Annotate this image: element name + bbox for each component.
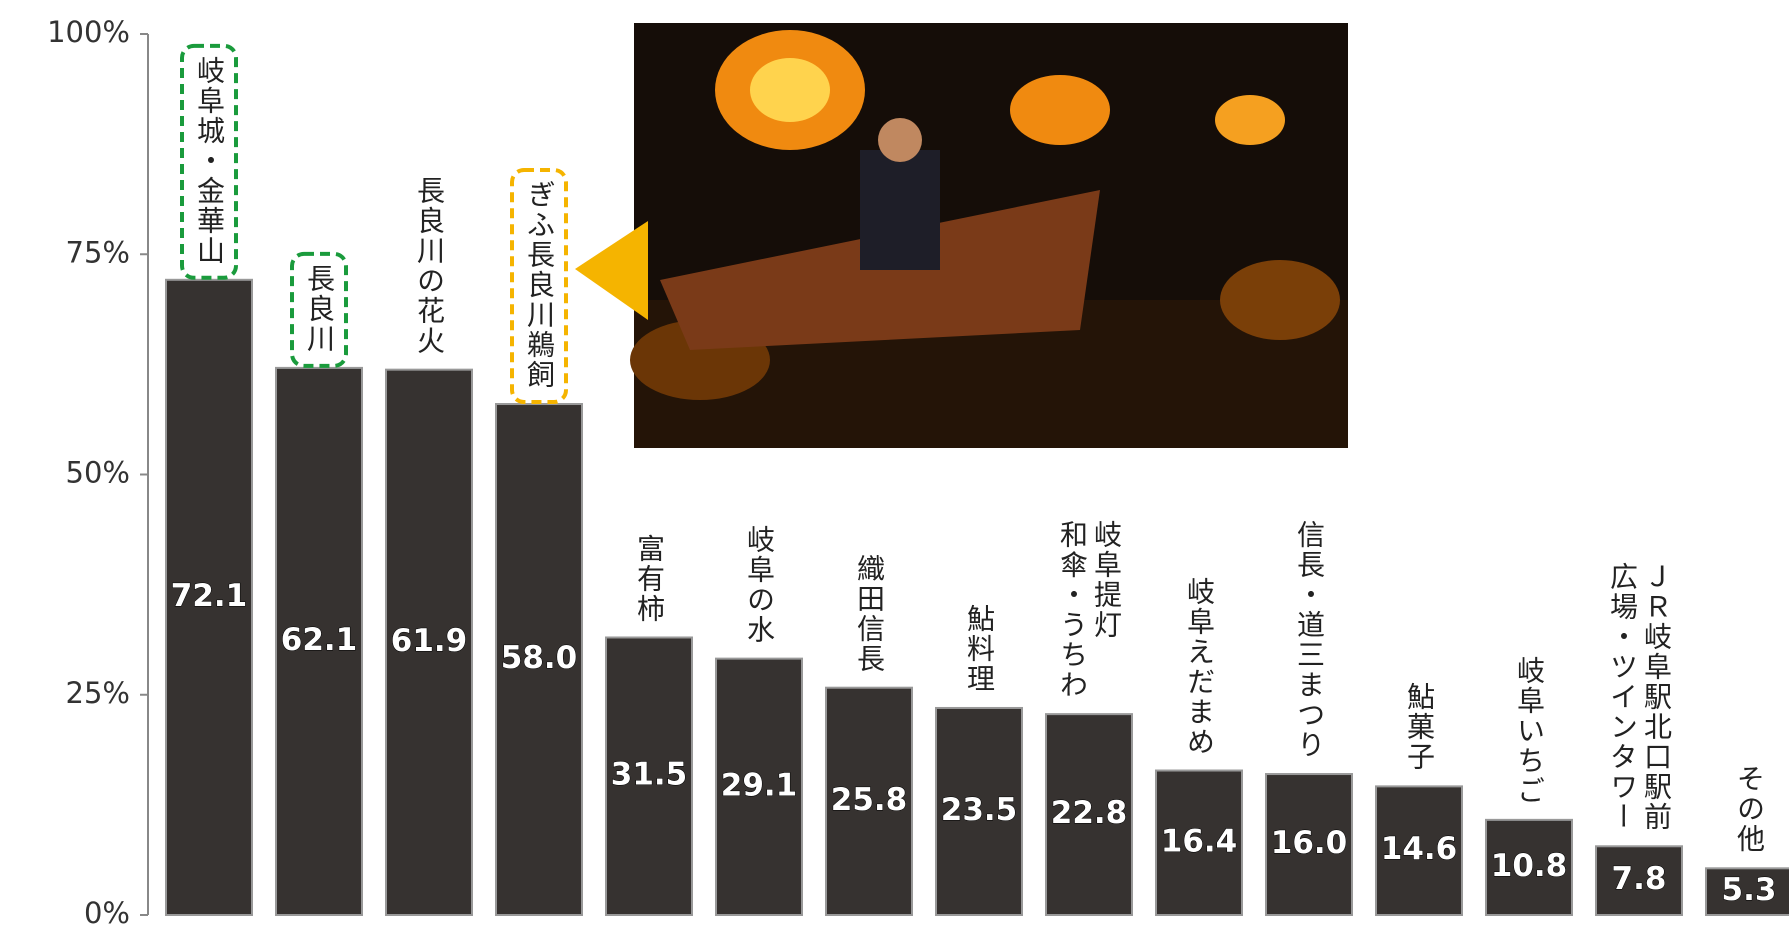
category-label: 岐阜城・金華山 bbox=[193, 55, 226, 266]
value-label: 16.0 bbox=[1271, 825, 1348, 861]
category-label: 長良川の花火 bbox=[413, 175, 446, 356]
highlight-box bbox=[290, 251, 348, 368]
value-label: 16.4 bbox=[1161, 823, 1238, 859]
value-label: 22.8 bbox=[1051, 795, 1128, 831]
value-label: 61.9 bbox=[391, 623, 468, 659]
category-label: 信長・道三まつり bbox=[1293, 520, 1326, 761]
category-label: 富有柿 bbox=[633, 533, 666, 624]
bar bbox=[825, 686, 913, 917]
y-tick-label: 0% bbox=[84, 896, 130, 930]
category-label: 鮎菓子 bbox=[1403, 682, 1436, 773]
y-tick-label: 50% bbox=[66, 456, 130, 490]
bar bbox=[1705, 867, 1789, 917]
value-label: 72.1 bbox=[171, 578, 248, 614]
category-label: 鮎料理 bbox=[963, 603, 996, 694]
value-label: 31.5 bbox=[611, 757, 688, 793]
bar bbox=[1045, 713, 1133, 917]
category-label: ぎふ長良川鵜飼 bbox=[523, 180, 556, 391]
value-label: 58.0 bbox=[501, 640, 578, 676]
bar bbox=[165, 278, 253, 916]
category-label: 織田信長 bbox=[853, 553, 886, 674]
value-label: 7.8 bbox=[1612, 861, 1667, 897]
value-label: 23.5 bbox=[941, 792, 1018, 828]
highlight-box bbox=[510, 168, 568, 405]
category-label: 岐阜えだまめ bbox=[1183, 576, 1216, 757]
category-label: ＪＲ岐阜駅北口駅前 広場・ツインタワー bbox=[1606, 562, 1673, 833]
bar bbox=[495, 403, 583, 916]
bar bbox=[1485, 818, 1573, 916]
bar bbox=[715, 657, 803, 917]
bar bbox=[385, 368, 473, 916]
value-label: 29.1 bbox=[721, 767, 798, 803]
y-tick-label: 75% bbox=[66, 235, 130, 269]
highlight-box bbox=[180, 43, 238, 280]
bar bbox=[1375, 785, 1463, 917]
bar bbox=[935, 706, 1023, 917]
category-label: 岐阜提灯 和傘・うちわ bbox=[1056, 520, 1123, 701]
bar bbox=[1265, 773, 1353, 916]
value-label: 10.8 bbox=[1491, 848, 1568, 884]
arrow bbox=[575, 221, 648, 320]
category-label: 長良川 bbox=[303, 263, 336, 354]
category-label: その他 bbox=[1733, 764, 1766, 855]
value-label: 14.6 bbox=[1381, 831, 1458, 867]
y-tick-label: 25% bbox=[66, 676, 130, 710]
value-label: 25.8 bbox=[831, 782, 908, 818]
photo bbox=[630, 23, 1348, 448]
category-label: 岐阜いちご bbox=[1513, 655, 1546, 806]
value-label: 62.1 bbox=[281, 622, 358, 658]
bar bbox=[1595, 845, 1683, 916]
value-label: 5.3 bbox=[1722, 872, 1777, 908]
bar bbox=[605, 636, 693, 916]
category-label: 岐阜の水 bbox=[743, 524, 776, 645]
y-tick-label: 100% bbox=[47, 15, 130, 49]
bar bbox=[1155, 769, 1243, 916]
bar bbox=[275, 366, 363, 916]
